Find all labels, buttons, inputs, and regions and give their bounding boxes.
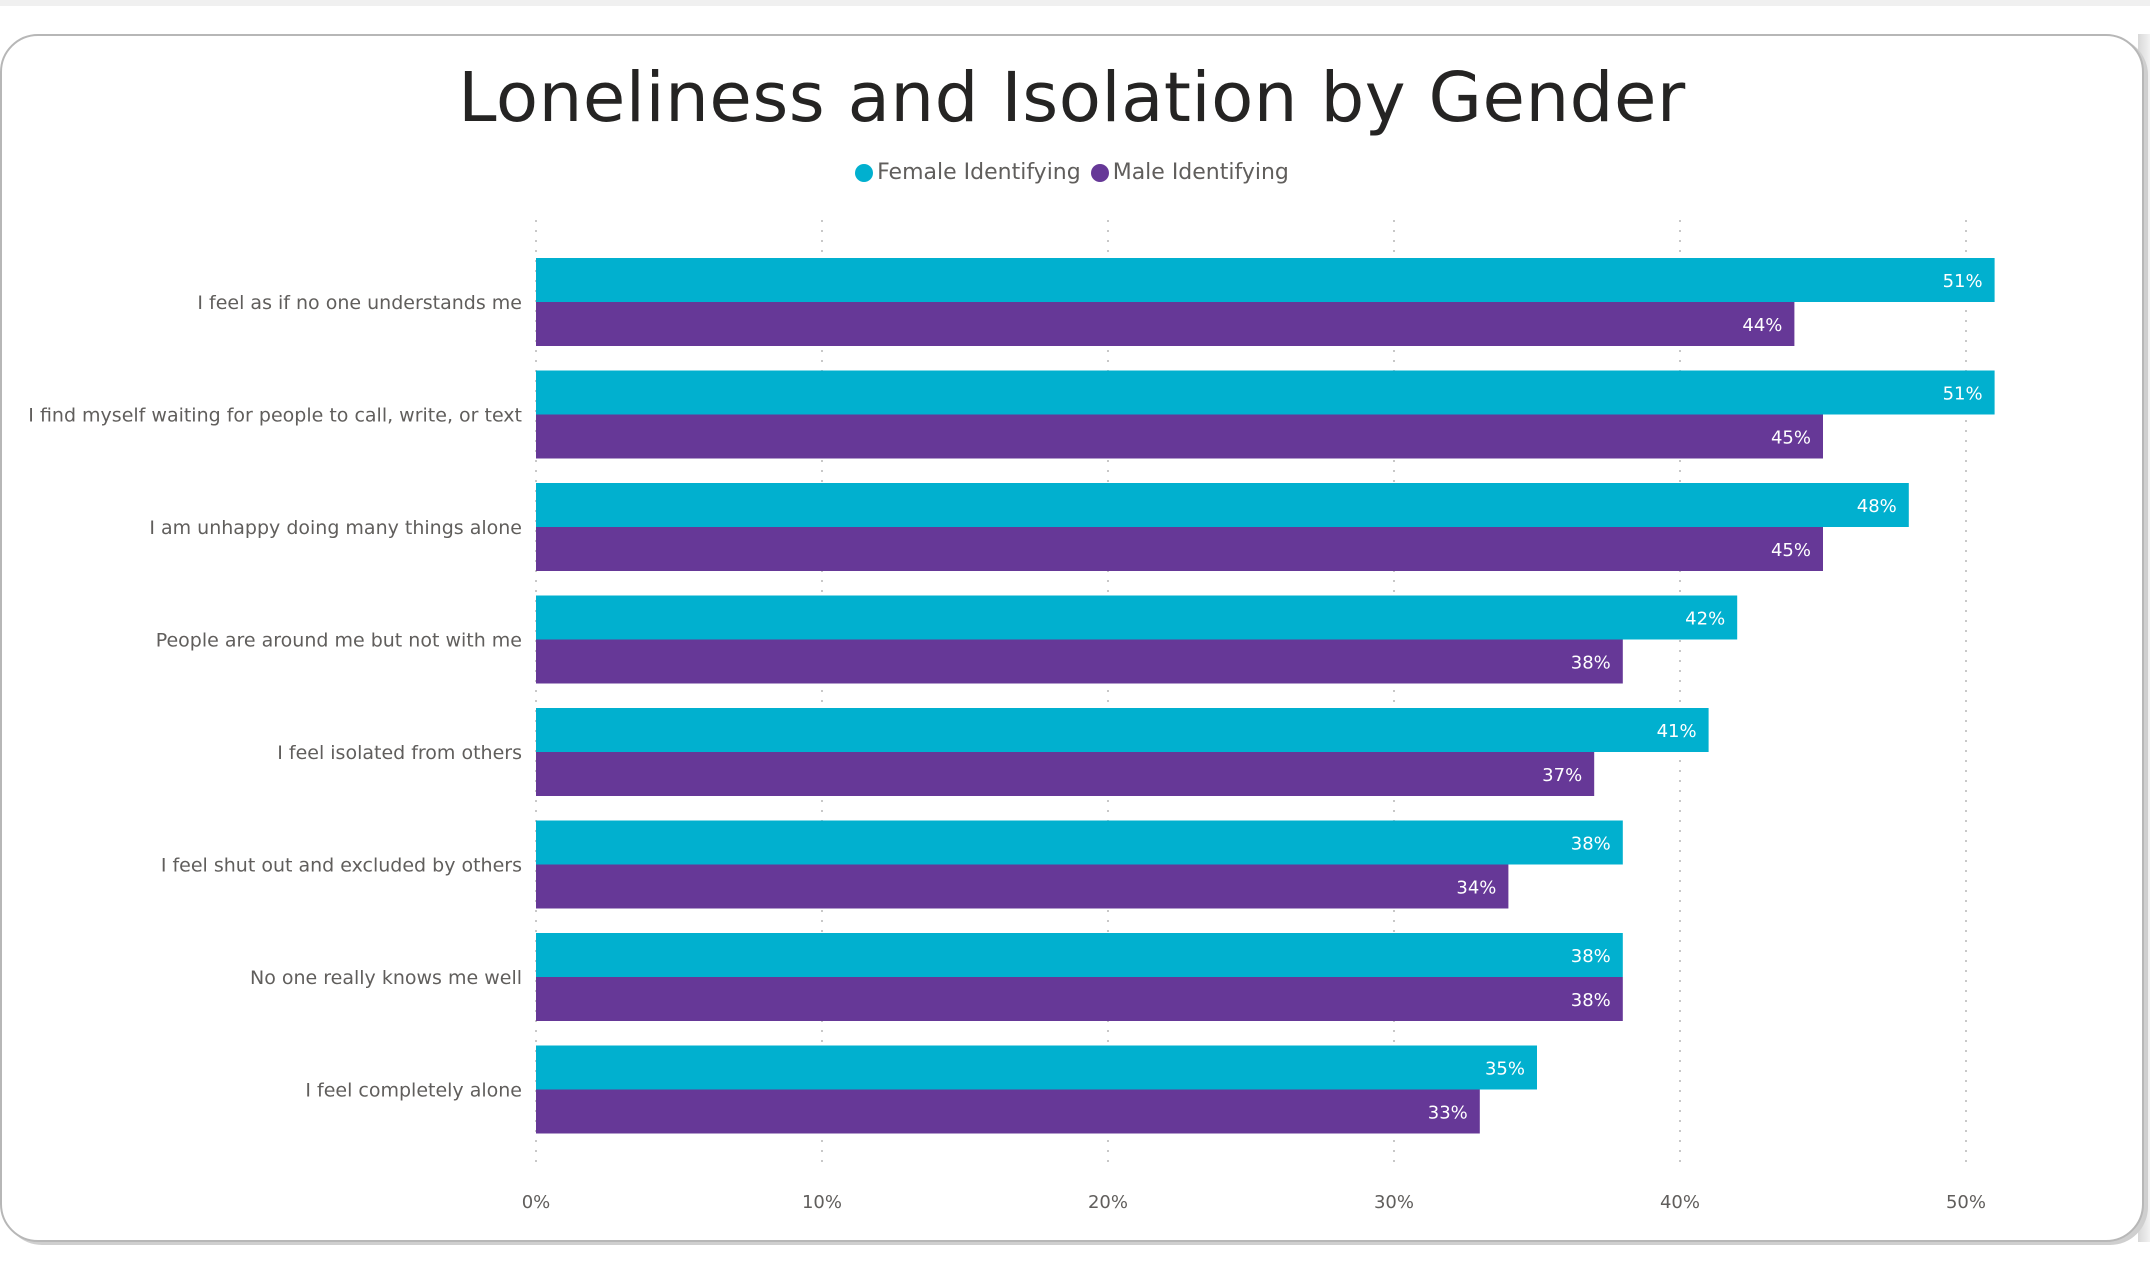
data-label-female: 38% — [1571, 946, 1611, 967]
data-label-male: 38% — [1571, 990, 1611, 1011]
data-label-male: 33% — [1428, 1103, 1468, 1124]
data-label-female: 35% — [1485, 1059, 1525, 1080]
category-label: I feel as if no one understands me — [197, 292, 522, 314]
bar-female[interactable] — [536, 370, 1995, 415]
legend-swatch-male — [1090, 163, 1109, 182]
data-label-female: 38% — [1571, 834, 1611, 855]
category-label: People are around me but not with me — [156, 630, 522, 652]
category-label: No one really knows me well — [250, 967, 522, 989]
category-label: I feel shut out and excluded by others — [161, 855, 522, 877]
bar-male[interactable] — [536, 527, 1823, 571]
x-tick-label-50: 50% — [1946, 1192, 1986, 1213]
bar-male[interactable] — [536, 1089, 1480, 1134]
bar-female[interactable] — [536, 708, 1709, 752]
data-label-female: 48% — [1857, 496, 1897, 517]
legend-label-female: Female Identifying — [877, 160, 1081, 185]
data-label-male: 38% — [1571, 653, 1611, 674]
chart-title: Loneliness and Isolation by Gender — [458, 58, 1686, 138]
data-label-female: 41% — [1657, 721, 1697, 742]
category-label: I feel isolated from others — [277, 742, 522, 764]
bar-male[interactable] — [536, 639, 1623, 684]
data-label-male: 45% — [1771, 428, 1811, 449]
data-label-male: 37% — [1542, 765, 1582, 786]
category-label: I feel completely alone — [305, 1080, 522, 1102]
data-label-female: 51% — [1943, 271, 1983, 292]
x-tick-label-20: 20% — [1088, 1192, 1128, 1213]
bar-female[interactable] — [536, 595, 1738, 640]
bar-male[interactable] — [536, 302, 1795, 346]
bar-male[interactable] — [536, 977, 1623, 1021]
bar-female[interactable] — [536, 933, 1623, 977]
legend-item-female[interactable]: Female Identifying — [855, 160, 1081, 185]
top-rule — [0, 0, 2150, 6]
x-tick-label-10: 10% — [802, 1192, 842, 1213]
x-tick-label-0: 0% — [522, 1192, 551, 1213]
x-tick-label-30: 30% — [1374, 1192, 1414, 1213]
data-label-female: 51% — [1943, 384, 1983, 405]
bar-male[interactable] — [536, 414, 1823, 459]
bar-female[interactable] — [536, 483, 1909, 527]
bar-female[interactable] — [536, 820, 1623, 865]
legend-swatch-female — [855, 163, 874, 182]
category-label: I am unhappy doing many things alone — [149, 517, 522, 539]
legend: Female Identifying Male Identifying — [0, 160, 2144, 185]
legend-item-male[interactable]: Male Identifying — [1090, 160, 1289, 185]
legend-label-male: Male Identifying — [1112, 160, 1289, 185]
bar-female[interactable] — [536, 258, 1995, 302]
data-label-female: 42% — [1685, 609, 1725, 630]
bar-male[interactable] — [536, 864, 1509, 909]
bar-female[interactable] — [536, 1045, 1537, 1090]
x-tick-label-40: 40% — [1660, 1192, 1700, 1213]
bar-male[interactable] — [536, 752, 1595, 796]
category-label: I find myself waiting for people to call… — [28, 405, 522, 427]
data-label-male: 45% — [1771, 540, 1811, 561]
data-label-male: 44% — [1742, 315, 1782, 336]
data-label-male: 34% — [1456, 878, 1496, 899]
